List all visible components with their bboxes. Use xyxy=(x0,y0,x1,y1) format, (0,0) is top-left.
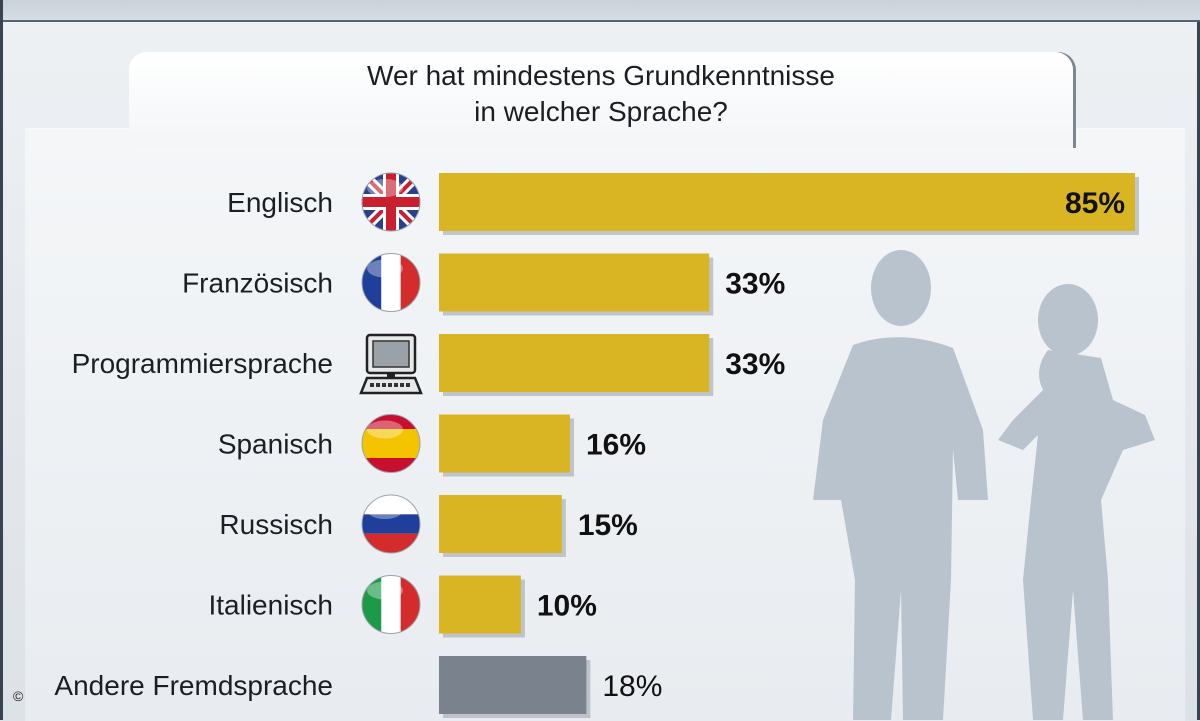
category-label: Französisch xyxy=(182,268,333,299)
value-label: 33% xyxy=(725,268,785,301)
value-label: 15% xyxy=(578,509,638,542)
category-label: Italienisch xyxy=(208,590,333,621)
chart-title: Wer hat mindestens Grundkenntnisse in we… xyxy=(129,58,1073,130)
spain-flag-icon xyxy=(361,414,421,473)
russia-flag-icon xyxy=(361,494,421,554)
category-label: Englisch xyxy=(227,187,333,218)
bar xyxy=(439,495,562,553)
category-label: Russisch xyxy=(219,509,333,540)
top-banner xyxy=(3,0,1200,22)
bar xyxy=(439,253,710,312)
question-card xyxy=(129,52,1073,148)
value-label: 10% xyxy=(537,590,597,623)
bar xyxy=(439,414,571,473)
title-line-2: in welcher Sprache? xyxy=(474,96,728,127)
bar xyxy=(439,334,710,392)
category-label: Programmiersprache xyxy=(72,348,333,379)
france-flag-icon xyxy=(361,253,421,312)
value-label: 85% xyxy=(1065,187,1125,220)
category-label: Andere Fremdsprache xyxy=(54,670,333,701)
value-label: 33% xyxy=(725,348,785,381)
category-label: Spanisch xyxy=(218,429,333,460)
value-label: 16% xyxy=(586,429,646,462)
people-silhouette-illustration xyxy=(813,250,1155,720)
bar xyxy=(439,575,521,634)
copyright-mark: © xyxy=(13,688,24,704)
computer-icon xyxy=(359,333,423,395)
value-label: 18% xyxy=(602,670,662,703)
bar xyxy=(439,173,1135,231)
italy-flag-icon xyxy=(361,575,421,634)
uk-flag-icon xyxy=(361,172,421,232)
bar xyxy=(439,656,587,714)
bar-chart: Englisch 85% Französisch 33% Programmierspra… xyxy=(54,172,1139,718)
title-line-1: Wer hat mindestens Grundkenntnisse xyxy=(367,60,835,91)
